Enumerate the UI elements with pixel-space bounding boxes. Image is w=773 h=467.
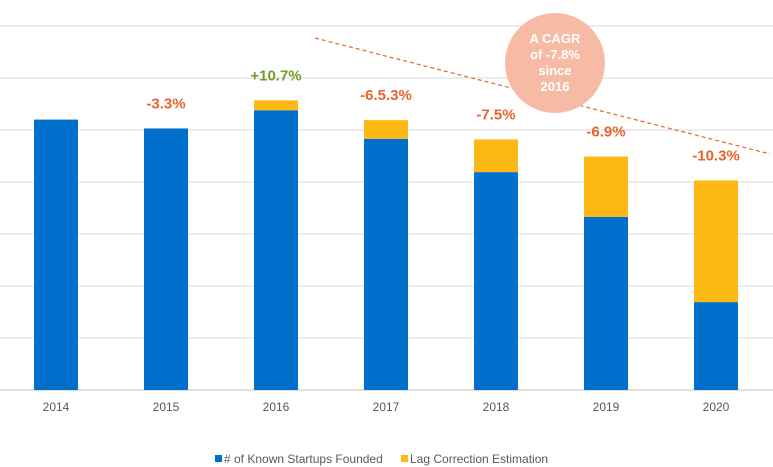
bar-lag-correction-2016 [254,100,298,111]
legend-label-lag-correction: Lag Correction Estimation [410,452,548,466]
bar-known-startups-2018 [474,172,518,390]
x-tick-label: 2015 [153,400,180,414]
x-tick-label: 2014 [43,400,70,414]
bars [34,100,738,391]
percent-labels: -3.3% +10.7% -6.5.3% -7.5% -6.9% -10.3% [146,67,739,164]
cagr-bubble-line: since [538,63,571,78]
bar-known-startups-2020 [694,302,738,390]
x-axis-ticks: 2014 2015 2016 2017 2018 2019 2020 [43,400,730,414]
legend-swatch-lag-correction [401,455,408,462]
x-tick-label: 2017 [373,400,400,414]
cagr-bubble-text: A CAGR of -7.8% since 2016 [530,31,581,94]
x-tick-label: 2016 [263,400,290,414]
bar-lag-correction-2019 [584,156,628,217]
bar-known-startups-2014 [34,119,78,390]
cagr-annotation: A CAGR of -7.8% since 2016 [505,13,605,113]
legend-swatch-known-startups [215,455,222,462]
cagr-bubble-line: of -7.8% [530,47,580,62]
percent-change-label: -6.9% [586,124,625,141]
bar-known-startups-2017 [364,138,408,390]
percent-change-label: -10.3% [692,147,740,164]
percent-change-label: -7.5% [476,106,515,123]
x-tick-label: 2019 [593,400,620,414]
cagr-bubble-line: A CAGR [530,31,581,46]
percent-change-label: +10.7% [250,67,301,84]
legend: # of Known Startups Founded Lag Correctio… [215,452,548,466]
bar-lag-correction-2018 [474,139,518,173]
cagr-bubble [505,13,605,113]
x-tick-label: 2018 [483,400,510,414]
bar-known-startups-2015 [144,128,188,390]
percent-change-label: -6.5.3% [360,87,412,104]
bar-known-startups-2016 [254,110,298,391]
legend-label-known-startups: # of Known Startups Founded [224,452,383,466]
percent-change-label: -3.3% [146,95,185,112]
bar-known-startups-2019 [584,216,628,390]
x-tick-label: 2020 [703,400,730,414]
cagr-bubble-line: 2016 [541,79,570,94]
bar-lag-correction-2017 [364,120,408,139]
bar-lag-correction-2020 [694,180,738,303]
